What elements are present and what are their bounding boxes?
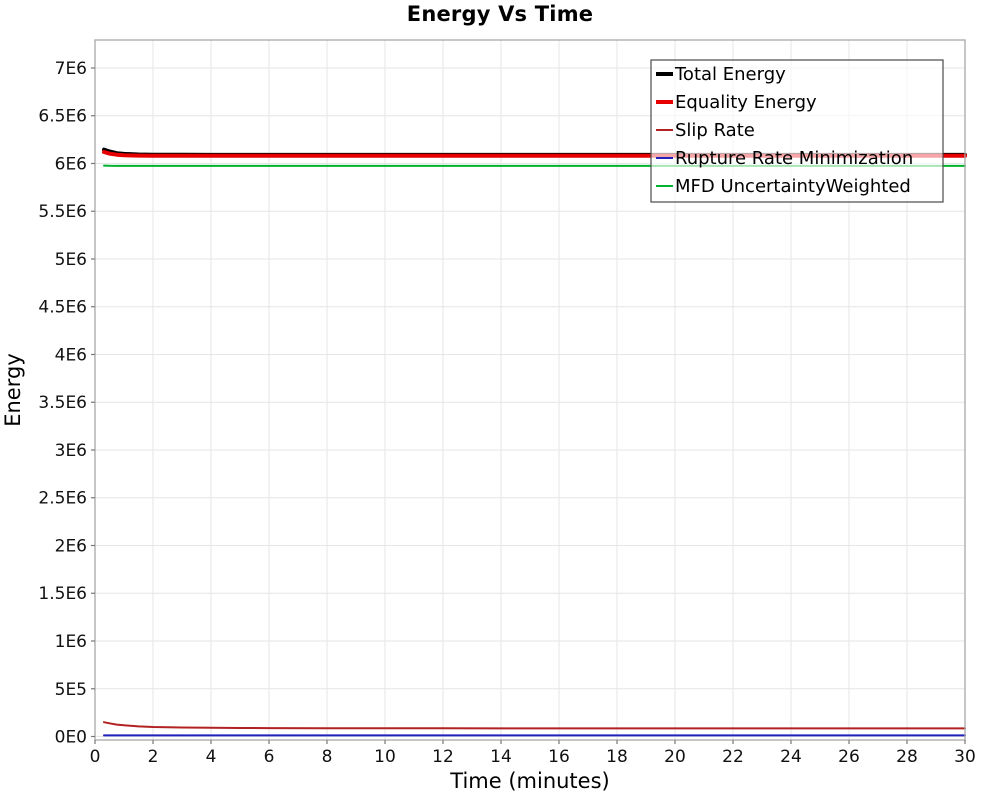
series-line-2 [104,722,965,728]
x-tick-label: 22 [722,747,744,767]
x-tick-label: 18 [606,747,628,767]
legend-item: Equality Energy [656,92,817,113]
y-axis-label: Energy [1,315,25,465]
x-tick-label: 12 [432,747,454,767]
y-tick-label: 5E6 [55,250,87,270]
legend-item: Total Energy [656,64,786,85]
y-tick-label: 6.5E6 [38,107,87,127]
y-tick-label: 3.5E6 [38,393,87,413]
x-tick-label: 16 [548,747,570,767]
y-tick-label: 5.5E6 [38,202,87,222]
legend-label: Total Energy [674,64,786,85]
y-tick-label: 2.5E6 [38,489,87,509]
legend-label: Slip Rate [675,120,755,141]
x-tick-label: 6 [264,747,275,767]
y-tick-label: 2E6 [55,536,87,556]
legend-item: Rupture Rate Minimization [656,148,913,169]
x-tick-label: 2 [148,747,159,767]
y-tick-label: 3E6 [55,441,87,461]
x-tick-label: 8 [322,747,333,767]
x-tick-label: 0 [90,747,101,767]
y-tick-label: 4.5E6 [38,298,87,318]
x-axis-label: Time (minutes) [95,769,965,793]
x-tick-label: 24 [780,747,802,767]
series-lines [104,150,965,736]
legend-label: MFD UncertaintyWeighted [675,176,911,197]
x-tick-label: 30 [954,747,976,767]
y-tick-label: 5E5 [55,680,87,700]
x-tick-label: 28 [896,747,918,767]
x-tick-label: 14 [490,747,512,767]
y-tick-label: 6E6 [55,154,87,174]
y-tick-label: 0E0 [55,728,87,748]
legend-item: MFD UncertaintyWeighted [656,176,911,197]
legend-label: Rupture Rate Minimization [675,148,913,169]
x-tick-label: 20 [664,747,686,767]
x-tick-label: 10 [374,747,396,767]
x-tick-label: 4 [206,747,217,767]
chart-title: Energy Vs Time [0,2,1000,26]
legend-box: Total Energy Equality Energy Slip Rate Rupt… [651,60,943,202]
y-tick-label: 7E6 [55,59,87,79]
y-tick-label: 4E6 [55,345,87,365]
legend-label: Equality Energy [675,92,817,113]
y-tick-label: 1E6 [55,632,87,652]
x-tick-label: 26 [838,747,860,767]
y-tick-label: 1.5E6 [38,584,87,604]
